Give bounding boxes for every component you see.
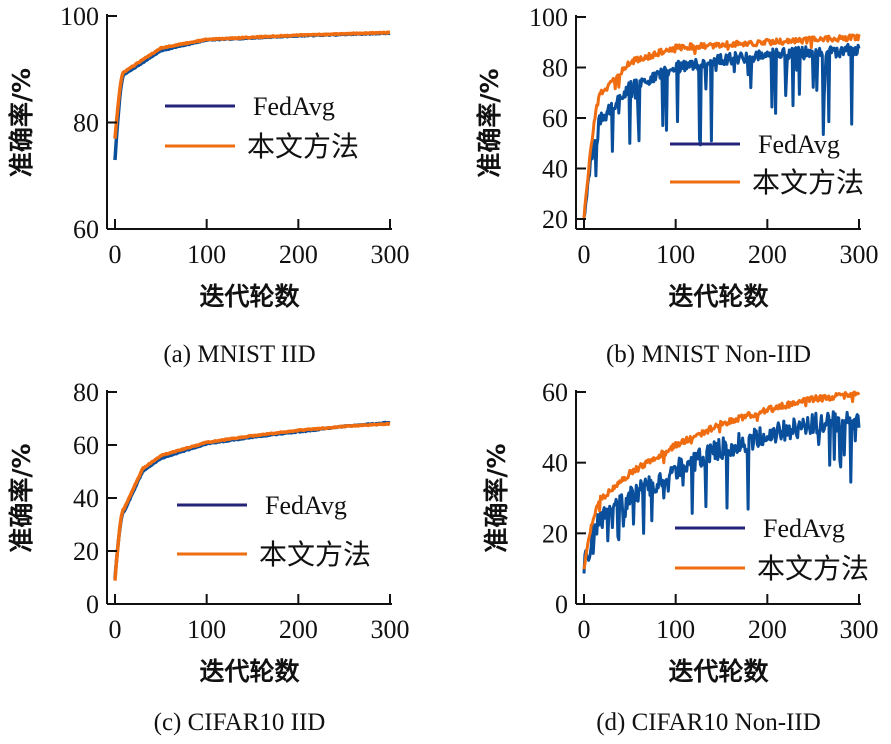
chart-panel-d: 0 20 40 60 0 100 200 300 迭代轮数 准确率/% FedAvg 本文方法 (d) … [482, 378, 879, 736]
x-tick-label: 200 [748, 615, 787, 644]
y-axis-title: 准确率/% [7, 68, 36, 177]
y-axis-title: 准确率/% [482, 443, 511, 552]
x-tick-label: 100 [656, 240, 695, 269]
y-tick-label: 0 [555, 590, 568, 619]
legend: FedAvg 本文方法 [177, 491, 371, 571]
x-tick-label: 300 [840, 240, 879, 269]
panel-caption: (b) MNIST Non-IID [606, 341, 811, 368]
series-line-fedavg [582, 410, 861, 574]
legend-label-fedavg: FedAvg [265, 491, 347, 520]
y-tick-label: 20 [73, 537, 99, 566]
legend: FedAvg 本文方法 [165, 92, 359, 163]
x-tick-label: 100 [187, 615, 226, 644]
x-tick-label: 300 [371, 615, 410, 644]
chart-panel-c: 0 20 40 60 80 0 100 200 300 迭代轮数 准确率/% FedAvg 本文方法 (c… [7, 378, 410, 736]
y-tick-label: 0 [86, 590, 99, 619]
x-tick-label: 0 [109, 615, 122, 644]
legend-label-proposed: 本文方法 [247, 130, 359, 163]
y-tick-label: 40 [542, 449, 568, 478]
x-tick-label: 0 [578, 240, 591, 269]
legend: FedAvg 本文方法 [670, 130, 864, 199]
x-tick-label: 100 [656, 615, 695, 644]
y-tick-label: 40 [542, 155, 568, 184]
y-tick-label: 60 [542, 378, 568, 407]
y-tick-label: 60 [542, 104, 568, 133]
x-axis-title: 迭代轮数 [199, 282, 300, 311]
legend-label-fedavg: FedAvg [253, 92, 335, 121]
series-line-fedavg [582, 42, 861, 218]
series-line-proposed [113, 421, 391, 581]
panel-caption: (c) CIFAR10 IID [154, 709, 326, 736]
x-tick-label: 0 [109, 240, 122, 269]
y-tick-label: 80 [542, 54, 568, 83]
series-line-proposed [113, 30, 391, 139]
panel-caption: (a) MNIST IID [163, 341, 315, 368]
chart-panel-a: 60 80 100 0 100 200 300 迭代轮数 准确率/% FedAvg 本文方法 (a) … [7, 2, 410, 368]
y-tick-label: 60 [73, 215, 99, 244]
x-tick-label: 200 [748, 240, 787, 269]
y-axis-title: 准确率/% [7, 443, 36, 552]
x-tick-label: 300 [840, 615, 879, 644]
x-tick-label: 200 [279, 240, 318, 269]
y-tick-label: 20 [542, 519, 568, 548]
y-tick-label: 20 [542, 205, 568, 234]
legend-label-proposed: 本文方法 [757, 552, 869, 585]
x-tick-label: 300 [371, 240, 410, 269]
x-tick-label: 0 [578, 615, 591, 644]
y-tick-label: 60 [73, 431, 99, 460]
y-tick-label: 40 [73, 484, 99, 513]
legend-label-proposed: 本文方法 [259, 538, 371, 571]
legend: FedAvg 本文方法 [675, 514, 869, 585]
x-axis-title: 迭代轮数 [199, 657, 300, 686]
x-tick-label: 200 [279, 615, 318, 644]
legend-label-fedavg: FedAvg [763, 514, 845, 543]
x-axis-title: 迭代轮数 [668, 657, 769, 686]
legend-label-proposed: 本文方法 [752, 166, 864, 199]
x-tick-label: 100 [187, 240, 226, 269]
y-tick-label: 100 [60, 2, 99, 31]
legend-label-fedavg: FedAvg [758, 130, 840, 159]
x-axis-title: 迭代轮数 [668, 282, 769, 311]
panel-caption: (d) CIFAR10 Non-IID [596, 709, 821, 736]
y-tick-label: 80 [73, 109, 99, 138]
chart-panel-b: 20 40 60 80 100 0 100 200 300 迭代轮数 准确率/% FedAvg 本文方法… [475, 3, 879, 368]
y-axis-title: 准确率/% [475, 68, 504, 177]
y-tick-label: 100 [529, 3, 568, 32]
y-tick-label: 80 [73, 378, 99, 407]
series-line-proposed [582, 33, 861, 219]
series-line-proposed [582, 390, 861, 570]
